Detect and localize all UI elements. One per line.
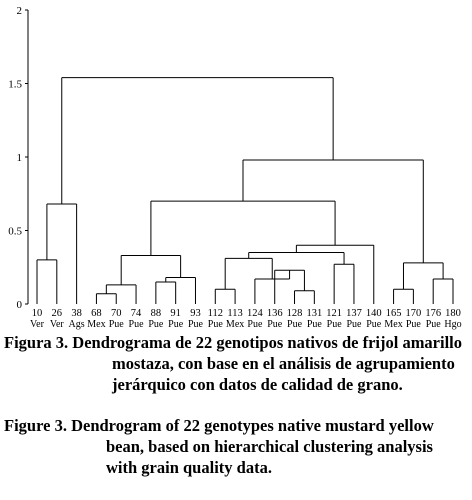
leaf-origin-label: Pue — [426, 319, 442, 330]
leaf-id-label: 176 — [425, 308, 441, 319]
leaf-origin-label: Mex — [87, 319, 105, 330]
leaf-id-label: 137 — [346, 308, 362, 319]
leaf-id-label: 131 — [306, 308, 322, 319]
figure-caption-english: Figure 3. Dendrogram of 22 genotypes nat… — [4, 415, 468, 478]
caption-en-label: Figure 3. — [4, 416, 67, 435]
leaf-origin-label: Pue — [109, 319, 125, 330]
leaf-labels: 10Ver26Ver38Ags68Mex70Pue74Pue88Pue91Pue… — [30, 308, 462, 330]
y-tick-label: 1 — [17, 152, 23, 164]
y-tick-label: 1.5 — [8, 79, 22, 91]
leaf-origin-label: Pue — [346, 319, 362, 330]
dendrogram-chart: 21.510.50 10Ver26Ver38Ags68Mex70Pue74Pue… — [8, 5, 462, 330]
figure-caption-spanish: Figura 3. Dendrograma de 22 genotipos na… — [4, 332, 468, 395]
leaf-id-label: 10 — [32, 308, 43, 319]
leaf-id-label: 170 — [406, 308, 422, 319]
leaf-id-label: 70 — [111, 308, 122, 319]
leaf-origin-label: Pue — [208, 319, 224, 330]
leaf-id-label: 91 — [170, 308, 181, 319]
leaf-id-label: 180 — [445, 308, 461, 319]
leaf-id-label: 124 — [247, 308, 264, 319]
leaf-origin-label: Pue — [406, 319, 422, 330]
leaf-id-label: 165 — [386, 308, 402, 319]
caption-es-label: Figura 3. — [4, 333, 69, 352]
leaf-origin-label: Pue — [287, 319, 303, 330]
leaf-origin-label: Pue — [188, 319, 204, 330]
leaf-origin-label: Mex — [226, 319, 244, 330]
leaf-id-label: 128 — [287, 308, 303, 319]
y-tick-label: 2 — [17, 5, 23, 17]
leaf-origin-label: Hgo — [444, 319, 461, 330]
leaf-origin-label: Pue — [327, 319, 343, 330]
leaf-origin-label: Ags — [69, 319, 85, 330]
leaf-id-label: 68 — [91, 308, 102, 319]
dendrogram-branches — [36, 77, 454, 304]
leaf-id-label: 121 — [326, 308, 342, 319]
y-tick-label: 0.5 — [8, 226, 22, 238]
y-axis: 2 1.5 1 0.5 0 — [8, 5, 29, 311]
leaf-origin-label: Pue — [307, 319, 323, 330]
leaf-origin-label: Pue — [168, 319, 184, 330]
leaf-id-label: 140 — [366, 308, 382, 319]
leaf-id-label: 38 — [71, 308, 82, 319]
leaf-origin-label: Pue — [247, 319, 263, 330]
leaf-origin-label: Pue — [129, 319, 145, 330]
leaf-id-label: 93 — [190, 308, 201, 319]
leaf-id-label: 26 — [52, 308, 63, 319]
leaf-origin-label: Mex — [384, 319, 402, 330]
leaf-origin-label: Pue — [148, 319, 164, 330]
leaf-id-label: 112 — [208, 308, 223, 319]
leaf-origin-label: Pue — [267, 319, 283, 330]
caption-es-text: Dendrograma de 22 genotipos nativos de f… — [72, 333, 463, 394]
leaf-origin-label: Ver — [30, 319, 45, 330]
leaf-id-label: 74 — [131, 308, 142, 319]
caption-en-text: Dendrogram of 22 genotypes native mustar… — [71, 416, 434, 477]
leaf-origin-label: Ver — [50, 319, 65, 330]
leaf-origin-label: Pue — [366, 319, 382, 330]
leaf-id-label: 88 — [151, 308, 162, 319]
y-tick-label: 0 — [17, 299, 23, 311]
leaf-id-label: 136 — [267, 308, 283, 319]
leaf-id-label: 113 — [227, 308, 242, 319]
